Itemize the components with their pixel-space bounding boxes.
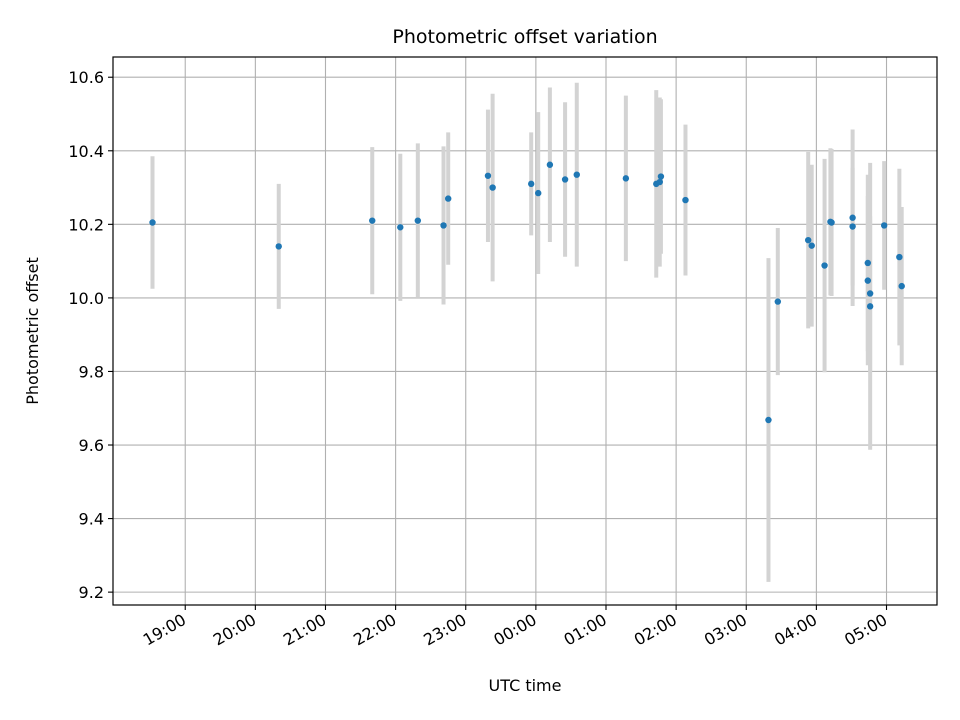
data-point [774, 298, 782, 305]
data-point [414, 217, 422, 224]
y-tick-label: 9.6 [79, 436, 104, 455]
plot-frame [112, 56, 938, 606]
data-point [896, 253, 903, 261]
y-tick-label: 10.4 [68, 142, 104, 161]
data-point [657, 173, 665, 180]
data-point [397, 224, 404, 231]
data-point [898, 282, 905, 290]
data-point [828, 219, 835, 226]
data-point [656, 178, 663, 186]
data-point [821, 262, 828, 269]
data-point [849, 214, 856, 221]
y-axis-ticks: 9.2 9.4 9.6 9.8 10.0 10.2 10.4 10.6 [68, 68, 113, 602]
data-point [866, 290, 874, 297]
grid [113, 57, 937, 605]
y-tick-label: 10.6 [68, 68, 104, 87]
data-point [866, 303, 874, 310]
data-point [535, 189, 542, 197]
data-point [546, 161, 554, 168]
data-point [573, 171, 580, 178]
y-tick-label: 9.8 [79, 362, 104, 381]
y-tick-label: 9.2 [79, 583, 104, 602]
data-point [489, 184, 496, 191]
x-axis-title: UTC time [489, 676, 562, 695]
data-point [484, 172, 492, 179]
y-tick-label: 9.4 [79, 510, 104, 529]
data-point [149, 219, 156, 226]
data-points [149, 161, 905, 424]
data-point [804, 236, 812, 244]
data-point [369, 217, 376, 224]
data-point [440, 222, 447, 229]
y-tick-label: 10.2 [68, 215, 104, 234]
data-point [864, 277, 872, 284]
data-point [561, 176, 569, 183]
data-point [275, 243, 282, 250]
data-point [527, 180, 535, 188]
data-point [849, 223, 856, 230]
data-point [808, 242, 815, 249]
data-point [682, 196, 689, 204]
y-axis-title: Photometric offset [23, 257, 42, 405]
data-point [880, 222, 888, 229]
chart-title: Photometric offset variation [392, 26, 657, 48]
y-tick-label: 10.0 [68, 289, 104, 308]
data-point [765, 416, 772, 424]
data-point [864, 259, 872, 267]
data-point [622, 175, 630, 182]
data-point [445, 195, 452, 202]
